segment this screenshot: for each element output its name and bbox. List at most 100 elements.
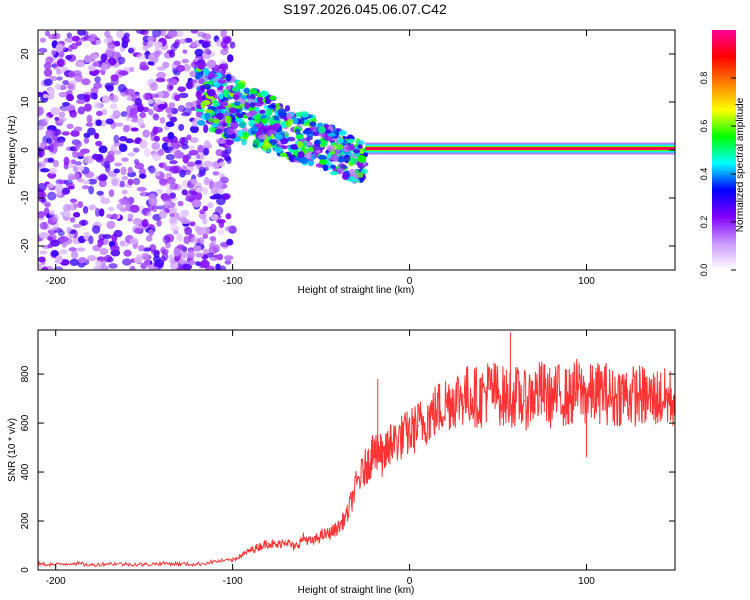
noise-cell: [48, 167, 58, 175]
noise-cell: [95, 140, 103, 147]
noise-cell: [100, 197, 111, 205]
noise-cell: [167, 131, 175, 140]
noise-cell: [162, 197, 173, 203]
band-cell: [228, 107, 237, 114]
snr-data-point: [453, 397, 455, 400]
band-cell: [342, 172, 349, 179]
snr-data-point: [347, 513, 349, 515]
noise-cell: [43, 78, 53, 87]
noise-cell: [38, 211, 46, 218]
noise-cell: [54, 116, 60, 121]
noise-cell: [125, 112, 131, 122]
noise-cell: [199, 259, 210, 268]
noise-cell: [122, 124, 130, 133]
band-cell: [196, 120, 206, 126]
noise-cell: [110, 94, 119, 103]
band-cell: [200, 100, 206, 109]
noise-cell: [176, 244, 185, 250]
band-cell: [267, 104, 277, 109]
noise-cell: [78, 256, 87, 264]
snr-data-point: [426, 417, 428, 419]
snr-data-point: [329, 532, 331, 534]
noise-cell: [166, 82, 174, 92]
noise-cell: [108, 206, 115, 212]
spectrogram-x-ticks: -200 -100 0 100: [46, 30, 595, 287]
noise-cell: [39, 191, 47, 199]
band-cell: [204, 109, 214, 114]
noise-cell: [66, 226, 72, 233]
noise-cell: [154, 259, 165, 268]
noise-cell: [186, 134, 192, 141]
noise-cell: [156, 71, 166, 79]
noise-cell: [120, 242, 130, 247]
colorbar-tick-label: 0.4: [699, 168, 709, 181]
band-cell: [348, 176, 356, 183]
band-cell: [195, 99, 201, 106]
snr-data-point: [523, 400, 526, 402]
noise-cell: [130, 127, 139, 132]
noise-cell: [44, 202, 51, 208]
band-cell: [265, 109, 273, 117]
noise-cell: [218, 63, 227, 70]
band-cell: [198, 78, 205, 85]
noise-cell: [177, 86, 187, 92]
noise-cell: [101, 62, 107, 72]
noise-cell: [203, 160, 214, 168]
noise-cell: [87, 127, 96, 136]
noise-cell: [136, 53, 147, 61]
noise-cell: [59, 235, 69, 243]
noise-cell: [212, 182, 222, 190]
band-cell: [195, 108, 205, 113]
noise-cell: [75, 61, 85, 68]
noise-cell: [195, 187, 204, 193]
noise-cell: [139, 64, 150, 71]
snr-data-point: [143, 564, 145, 566]
noise-cell: [225, 213, 232, 220]
snr-y-tick-label: 400: [20, 463, 31, 480]
noise-cell: [95, 119, 102, 127]
noise-cell: [66, 32, 73, 39]
noise-cell: [89, 92, 98, 100]
noise-cell: [171, 78, 178, 86]
colorbar-label: Normalized spectral amplitude: [735, 97, 746, 232]
snr-data-point: [293, 547, 296, 549]
noise-cell: [48, 34, 57, 40]
noise-cell: [142, 92, 151, 101]
noise-cell: [224, 226, 233, 232]
snr-data-point: [378, 446, 381, 449]
band-cell: [356, 140, 365, 146]
noise-cell: [179, 38, 187, 45]
noise-cell: [212, 160, 220, 170]
noise-cell: [108, 189, 115, 198]
band-cell: [249, 102, 256, 108]
noise-cell: [219, 176, 229, 184]
noise-cell: [62, 204, 71, 213]
noise-cell: [166, 177, 176, 185]
noise-cell: [201, 226, 210, 235]
spectrogram-y-tick-label: 0: [20, 147, 31, 153]
band-cell: [208, 117, 214, 123]
noise-cell: [86, 114, 93, 124]
band-cell: [325, 129, 332, 134]
noise-cell: [38, 47, 48, 53]
noise-cell: [216, 253, 224, 261]
noise-cell: [120, 200, 130, 206]
snr-data-point: [612, 397, 614, 400]
noise-cell: [165, 146, 174, 151]
noise-cell: [173, 248, 181, 257]
noise-cell: [198, 237, 205, 246]
noise-cell: [192, 118, 198, 128]
noise-cell: [42, 93, 49, 99]
noise-cell: [72, 223, 82, 229]
noise-cell: [83, 137, 90, 144]
noise-cell: [83, 30, 89, 37]
band-cell: [299, 157, 306, 164]
band-cell: [312, 143, 321, 151]
noise-cell: [105, 118, 114, 125]
noise-cell: [51, 49, 57, 56]
snr-data-point: [276, 544, 278, 547]
band-cell: [221, 122, 228, 127]
noise-cell: [148, 165, 156, 174]
noise-cell: [206, 59, 217, 69]
snr-data-point: [639, 394, 641, 396]
